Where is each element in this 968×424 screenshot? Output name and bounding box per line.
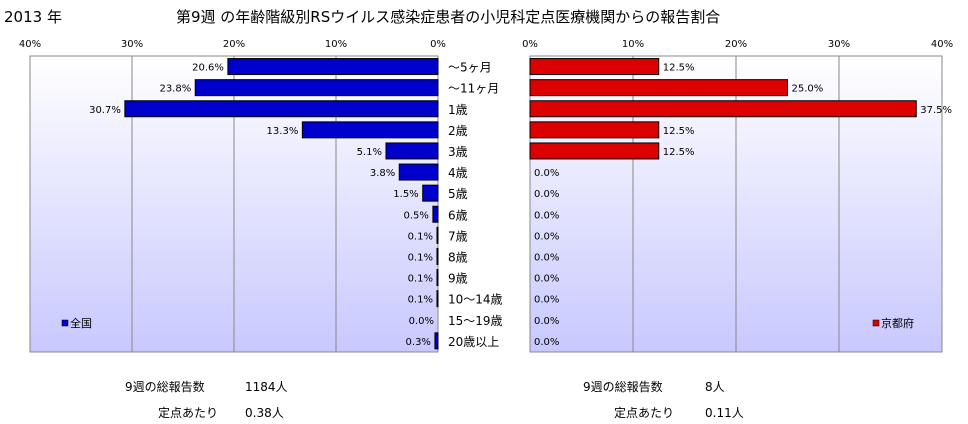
- national-tick-label: 30%: [121, 39, 143, 50]
- kyoto-tick-label: 0%: [522, 39, 538, 50]
- kyoto-bar-4: [529, 142, 660, 160]
- category-label: 15～19歳: [448, 314, 503, 328]
- national-bar-6: [422, 184, 439, 202]
- kyoto-data-label: 0.0%: [534, 337, 559, 348]
- national-bar-7: [432, 205, 439, 223]
- national-data-label: 0.5%: [403, 210, 428, 221]
- national-per-site-value: 0.38人: [245, 406, 284, 420]
- national-bar-10: [436, 269, 439, 287]
- kyoto-data-label: 0.0%: [534, 252, 559, 263]
- kyoto-legend-label: 京都府: [881, 316, 914, 330]
- kyoto-data-label: 12.5%: [663, 147, 695, 158]
- kyoto-data-label: 0.0%: [534, 316, 559, 327]
- kyoto-data-label: 12.5%: [663, 126, 695, 137]
- kyoto-data-label: 0.0%: [534, 210, 559, 221]
- national-bar-11: [436, 290, 439, 308]
- national-total-value: 1184人: [245, 380, 288, 394]
- kyoto-per-site-label: 定点あたり: [614, 406, 675, 420]
- national-bar-13: [434, 332, 439, 350]
- kyoto-bar-3: [529, 121, 660, 139]
- national-data-label: 30.7%: [89, 105, 121, 116]
- national-bar-4: [385, 142, 439, 160]
- national-data-label: 23.8%: [159, 84, 191, 95]
- kyoto-tick-label: 40%: [931, 39, 953, 50]
- category-label: 3歳: [448, 145, 468, 159]
- category-label: ～5ヶ月: [448, 61, 492, 75]
- national-plot-border: [29, 55, 439, 353]
- national-data-label: 13.3%: [267, 126, 299, 137]
- national-data-label: 0.1%: [408, 231, 433, 242]
- category-label: 20歳以上: [448, 335, 499, 349]
- national-tick-label: 20%: [223, 39, 245, 50]
- kyoto-tick-label: 10%: [622, 39, 644, 50]
- category-label: 4歳: [448, 166, 468, 180]
- national-data-label: 0.1%: [408, 274, 433, 285]
- kyoto-data-label: 12.5%: [663, 63, 695, 74]
- national-data-label: 0.0%: [409, 316, 434, 327]
- kyoto-data-label: 0.0%: [534, 168, 559, 179]
- national-legend-swatch: [61, 319, 69, 327]
- national-legend-label: 全国: [70, 316, 92, 330]
- category-label: 2歳: [448, 124, 468, 138]
- national-bar-8: [436, 226, 439, 244]
- kyoto-data-label: 0.0%: [534, 274, 559, 285]
- category-label: 10～14歳: [448, 293, 503, 307]
- chart-title: 第9週 の年齢階級別RSウイルス感染症患者の小児科定点医療機関からの報告割合: [176, 8, 721, 26]
- national-data-label: 1.5%: [393, 189, 418, 200]
- kyoto-legend-swatch: [872, 319, 880, 327]
- national-bar-5: [398, 163, 439, 181]
- national-data-label: 0.1%: [408, 252, 433, 263]
- kyoto-per-site-value: 0.11人: [705, 406, 744, 420]
- national-bar-0: [227, 58, 439, 76]
- national-data-label: 20.6%: [192, 63, 224, 74]
- kyoto-total-label: 9週の総報告数: [583, 380, 663, 394]
- kyoto-data-label: 25.0%: [792, 84, 824, 95]
- national-per-site-label: 定点あたり: [158, 406, 219, 420]
- national-bar-2: [124, 100, 439, 118]
- category-label: 1歳: [448, 103, 468, 117]
- category-label: 9歳: [448, 272, 468, 286]
- national-bar-9: [436, 247, 439, 265]
- national-data-label: 0.3%: [406, 337, 431, 348]
- kyoto-data-label: 0.0%: [534, 231, 559, 242]
- national-data-label: 3.8%: [370, 168, 395, 179]
- year-label: 2013 年: [4, 8, 62, 26]
- kyoto-total-value: 8人: [705, 380, 725, 394]
- category-label: 7歳: [448, 229, 468, 243]
- kyoto-bar-1: [529, 79, 788, 97]
- kyoto-tick-label: 20%: [725, 39, 747, 50]
- kyoto-data-label: 37.5%: [920, 105, 952, 116]
- national-bar-1: [194, 79, 439, 97]
- national-bar-3: [301, 121, 439, 139]
- category-label: 5歳: [448, 187, 468, 201]
- category-label: 6歳: [448, 208, 468, 222]
- national-tick-label: 0%: [430, 39, 446, 50]
- kyoto-tick-label: 30%: [828, 39, 850, 50]
- kyoto-bar-2: [529, 100, 917, 118]
- kyoto-plot-border: [529, 55, 943, 353]
- national-data-label: 0.1%: [408, 295, 433, 306]
- category-label: ～11ヶ月: [448, 82, 499, 96]
- national-tick-label: 10%: [325, 39, 347, 50]
- kyoto-data-label: 0.0%: [534, 189, 559, 200]
- national-data-label: 5.1%: [357, 147, 382, 158]
- national-total-label: 9週の総報告数: [125, 380, 205, 394]
- kyoto-data-label: 0.0%: [534, 295, 559, 306]
- kyoto-bar-0: [529, 58, 660, 76]
- national-tick-label: 40%: [19, 39, 41, 50]
- category-label: 8歳: [448, 250, 468, 264]
